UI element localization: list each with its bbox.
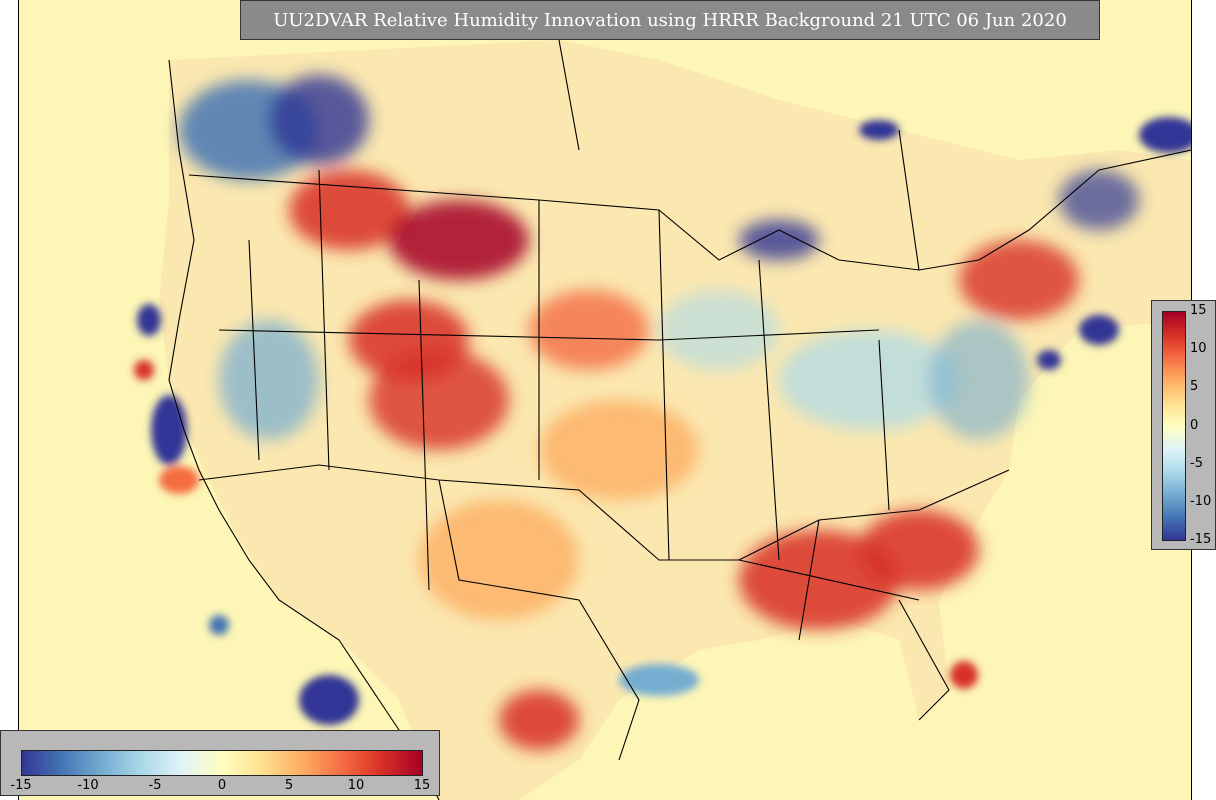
- colorbar-tick: -10: [77, 778, 99, 793]
- colorbar-tick: -10: [1190, 494, 1212, 509]
- colorbar-tick: 0: [217, 778, 227, 793]
- colorbar-tick: 10: [1190, 341, 1207, 356]
- colorbar-tick: -5: [148, 778, 162, 793]
- colorbar-horizontal-gradient: [21, 750, 423, 776]
- colorbar-tick: -15: [1190, 532, 1212, 547]
- colorbar-tick: 15: [1190, 303, 1207, 318]
- colorbar-tick: 5: [284, 778, 294, 793]
- humidity-map: [134, 39, 1191, 800]
- colorbar-horizontal: -15 -10 -5 0 5 10 15: [0, 730, 440, 796]
- colorbar-tick: -5: [1190, 456, 1203, 471]
- colorbar-tick: -15: [10, 778, 32, 793]
- colorbar-tick: 5: [1190, 379, 1199, 394]
- colorbar-tick: 0: [1190, 418, 1199, 433]
- colorbar-vertical-gradient: [1162, 311, 1186, 541]
- ocean-anomalies: [134, 117, 1191, 725]
- colorbar-tick: 10: [347, 778, 365, 793]
- colorbar-tick: 15: [413, 778, 431, 793]
- map-title: UU2DVAR Relative Humidity Innovation usi…: [240, 0, 1100, 40]
- colorbar-vertical: 15 10 5 0 -5 -10 -15: [1151, 300, 1216, 550]
- innovation-field: [179, 75, 1139, 750]
- map-panel: [18, 0, 1192, 800]
- borders: [168, 39, 1191, 800]
